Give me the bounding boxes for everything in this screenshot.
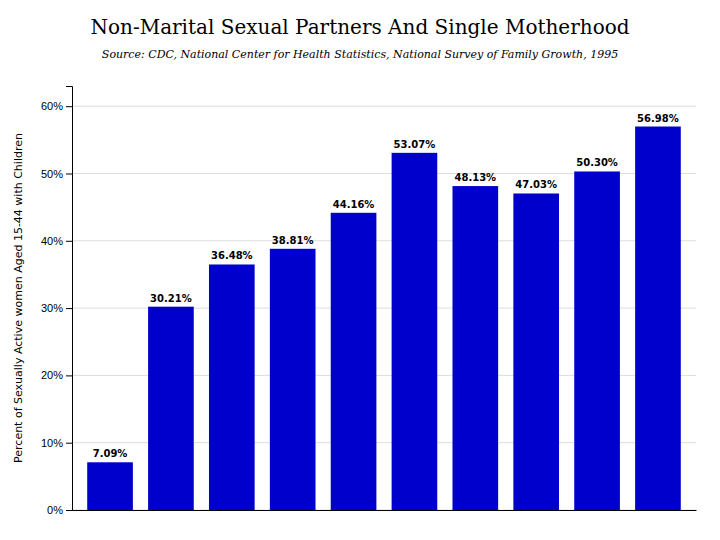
bars [87, 127, 681, 510]
data-labels: 7.09% 30.21% 36.48% 38.81% 44.16% 53.07% 48.13… [93, 113, 679, 460]
bar [574, 171, 620, 510]
grid [72, 106, 696, 510]
y-tick: 50% [41, 168, 72, 180]
y-tick-line [66, 173, 72, 174]
x-axis-line [73, 510, 697, 511]
y-tick: 0% [47, 504, 72, 516]
y-tick-line [66, 308, 72, 309]
y-tick-label: 30% [41, 302, 63, 314]
y-tick-label: 0% [47, 504, 63, 516]
data-label: 50.30% [576, 157, 618, 168]
y-tick: 60% [41, 100, 72, 112]
y-axis: 0% 10% 20% 30% 40% 50% 60% [41, 87, 73, 517]
data-label: 47.03% [515, 179, 557, 190]
y-tick-label: 40% [41, 235, 63, 247]
bar [635, 127, 681, 510]
bar [513, 193, 559, 510]
y-tick-label: 60% [41, 100, 63, 112]
y-tick-label: 20% [41, 369, 63, 381]
data-label: 56.98% [637, 113, 679, 124]
x-axis [73, 510, 697, 512]
y-tick-line [66, 510, 72, 511]
y-tick-label: 50% [41, 168, 63, 180]
chart: Non-Marital Sexual Partners And Single M… [0, 0, 720, 540]
data-label: 44.16% [333, 199, 375, 210]
y-tick: 40% [41, 235, 72, 247]
y-axis-line [66, 87, 73, 511]
y-tick: 20% [41, 369, 72, 381]
bar [452, 186, 498, 510]
data-label: 36.48% [211, 250, 253, 261]
plot: 7.09% 30.21% 36.48% 38.81% 44.16% 53.07% 48.13… [12, 87, 697, 517]
title: Non-Marital Sexual Partners And Single M… [90, 15, 629, 39]
bar [270, 249, 316, 510]
data-label: 38.81% [272, 235, 314, 246]
y-tick-line [66, 241, 72, 242]
bar [87, 462, 133, 510]
data-label: 53.07% [394, 139, 436, 150]
data-label: 48.13% [454, 172, 496, 183]
y-tick: 30% [41, 302, 72, 314]
y-tick: 10% [41, 437, 72, 449]
bar [209, 264, 255, 510]
y-tick-line [66, 375, 72, 376]
bar [331, 213, 377, 510]
subtitle: Source: CDC, National Center for Health … [102, 48, 618, 61]
data-label: 7.09% [93, 448, 128, 459]
y-axis-title: Percent of Sexually Active women Aged 15… [12, 133, 25, 463]
grid-line [72, 106, 696, 107]
bar [392, 153, 438, 510]
y-tick-label: 10% [41, 437, 63, 449]
data-label: 30.21% [150, 293, 192, 304]
bar [148, 307, 194, 510]
y-tick-line [66, 443, 72, 444]
y-tick-line [66, 106, 72, 107]
